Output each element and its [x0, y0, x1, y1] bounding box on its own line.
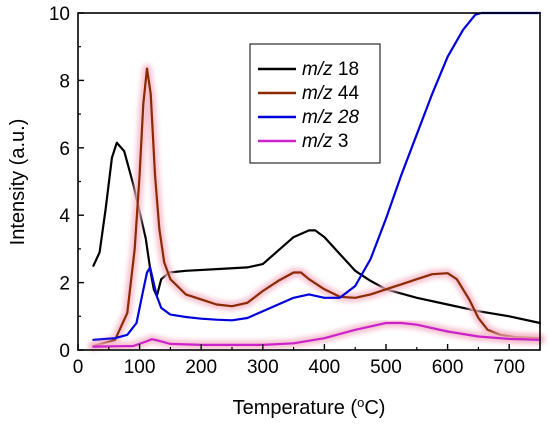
legend-label-mz-18: m/z 18: [302, 59, 359, 80]
y-tick-label: 4: [59, 206, 70, 227]
legend-box: [249, 43, 381, 164]
x-axis: 0 100 200 300 400 500 600 700: [73, 344, 525, 378]
legend-label-mz-28: m/z 28: [302, 107, 359, 128]
y-tick-label: 0: [59, 341, 70, 362]
series-line-mz-3: [92, 321, 542, 348]
y-tick-label: 6: [59, 139, 70, 160]
x-tick-label: 300: [247, 357, 279, 378]
legend-label-mz-3: m/z 3: [302, 131, 348, 152]
y-axis: 0 2 4 6 8 10: [49, 4, 84, 362]
series-line-mz-28: [92, 11, 542, 341]
x-tick-label: 600: [432, 357, 464, 378]
y-tick-label: 2: [59, 274, 70, 295]
legend-label-mz-44: m/z 44: [302, 83, 359, 104]
x-tick-label: 200: [185, 357, 217, 378]
x-axis-label: Temperature (oC): [233, 395, 386, 419]
x-tick-label: 700: [493, 357, 525, 378]
series-line-mz-44: [92, 67, 542, 348]
x-tick-label: 100: [124, 357, 156, 378]
legend: m/z 18 m/z 44 m/z 28 m/z 3: [249, 43, 381, 164]
y-axis-label: Intensity (a.u.): [7, 119, 29, 246]
x-tick-label: 400: [309, 357, 341, 378]
x-tick-label: 500: [370, 357, 402, 378]
y-tick-label: 8: [59, 71, 70, 92]
x-tick-label: 0: [73, 357, 84, 378]
y-tick-label: 10: [49, 4, 70, 25]
series-layer: [88, 11, 545, 352]
